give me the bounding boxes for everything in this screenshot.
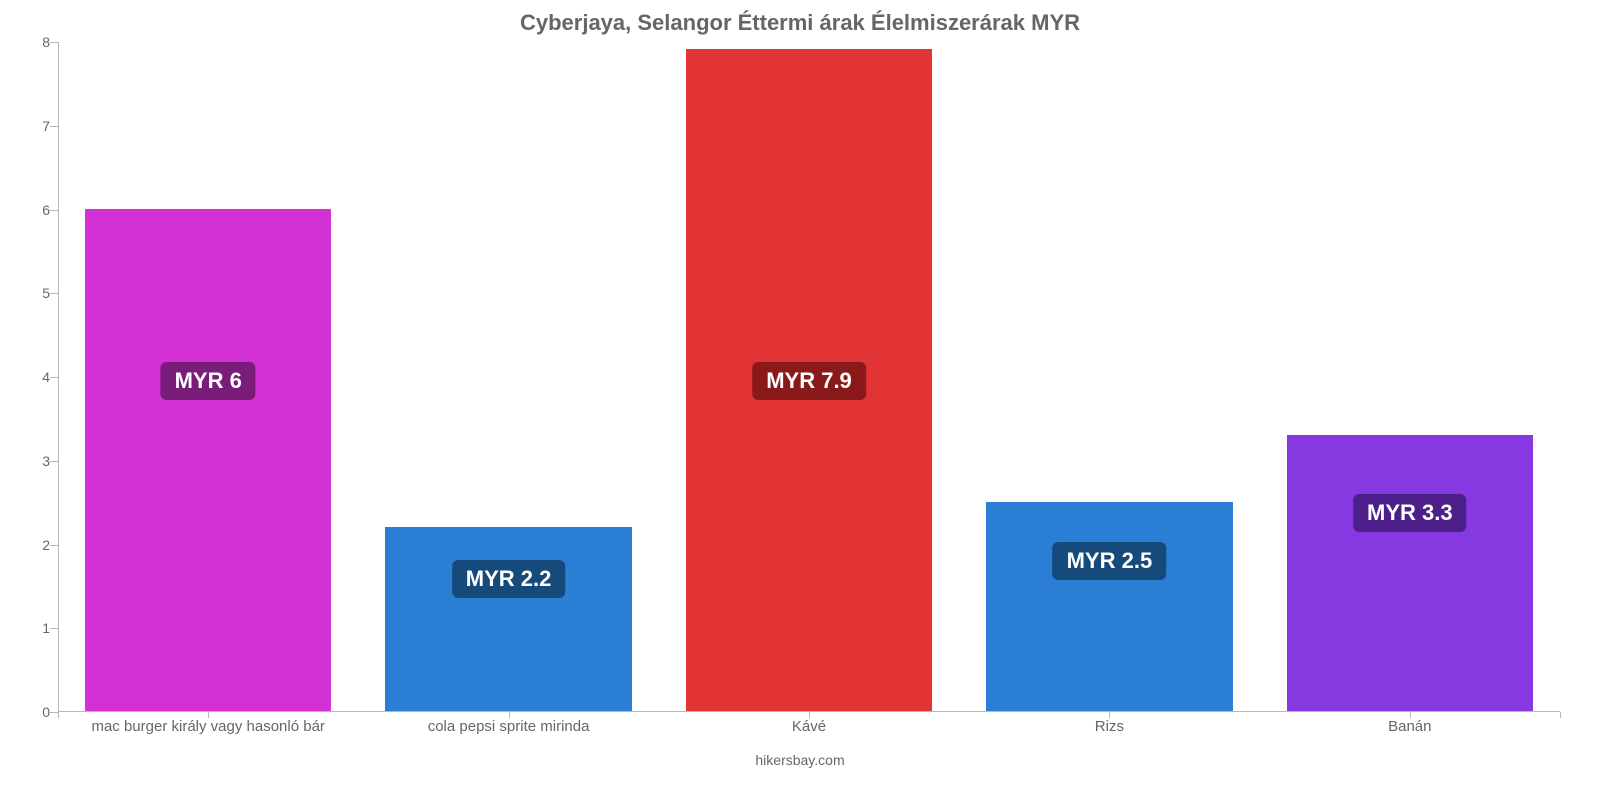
credit-text: hikersbay.com: [30, 752, 1570, 768]
bar: [986, 502, 1232, 711]
x-tick: [58, 712, 59, 718]
y-tick: [50, 461, 58, 462]
y-tick-label: 1: [30, 620, 50, 636]
value-badge: MYR 6: [161, 362, 256, 400]
y-tick: [50, 712, 58, 713]
value-badge: MYR 2.5: [1053, 542, 1167, 580]
y-tick: [50, 126, 58, 127]
chart-title: Cyberjaya, Selangor Éttermi árak Élelmis…: [30, 10, 1570, 36]
y-tick-label: 0: [30, 704, 50, 720]
y-tick: [50, 628, 58, 629]
value-badge: MYR 2.2: [452, 560, 566, 598]
category-label: Rizs: [1095, 718, 1124, 735]
category-label: mac burger király vagy hasonló bár: [91, 718, 324, 735]
y-tick: [50, 545, 58, 546]
y-tick: [50, 42, 58, 43]
y-tick-label: 3: [30, 453, 50, 469]
y-tick: [50, 293, 58, 294]
y-tick-label: 7: [30, 118, 50, 134]
plot-area: MYR 6MYR 2.2MYR 7.9MYR 2.5MYR 3.3 012345…: [58, 42, 1560, 712]
y-tick: [50, 210, 58, 211]
x-tick: [1560, 712, 1561, 718]
y-tick-label: 6: [30, 202, 50, 218]
y-tick-label: 5: [30, 285, 50, 301]
value-badge: MYR 7.9: [752, 362, 866, 400]
y-tick-label: 8: [30, 34, 50, 50]
y-tick-label: 4: [30, 369, 50, 385]
category-label: Banán: [1388, 718, 1431, 735]
category-label: Kávé: [792, 718, 826, 735]
bar: [385, 527, 631, 711]
bar: [1287, 435, 1533, 711]
chart-container: Cyberjaya, Selangor Éttermi árak Élelmis…: [0, 0, 1600, 800]
bar: [85, 209, 331, 712]
value-badge: MYR 3.3: [1353, 494, 1467, 532]
category-label: cola pepsi sprite mirinda: [428, 718, 590, 735]
y-tick-label: 2: [30, 537, 50, 553]
bars-layer: MYR 6 MYR 2.2 MYR 7.9 MYR 2.5 MYR 3.3: [58, 42, 1560, 712]
y-tick: [50, 377, 58, 378]
category-labels: mac burger király vagy hasonló bár cola p…: [58, 712, 1560, 752]
